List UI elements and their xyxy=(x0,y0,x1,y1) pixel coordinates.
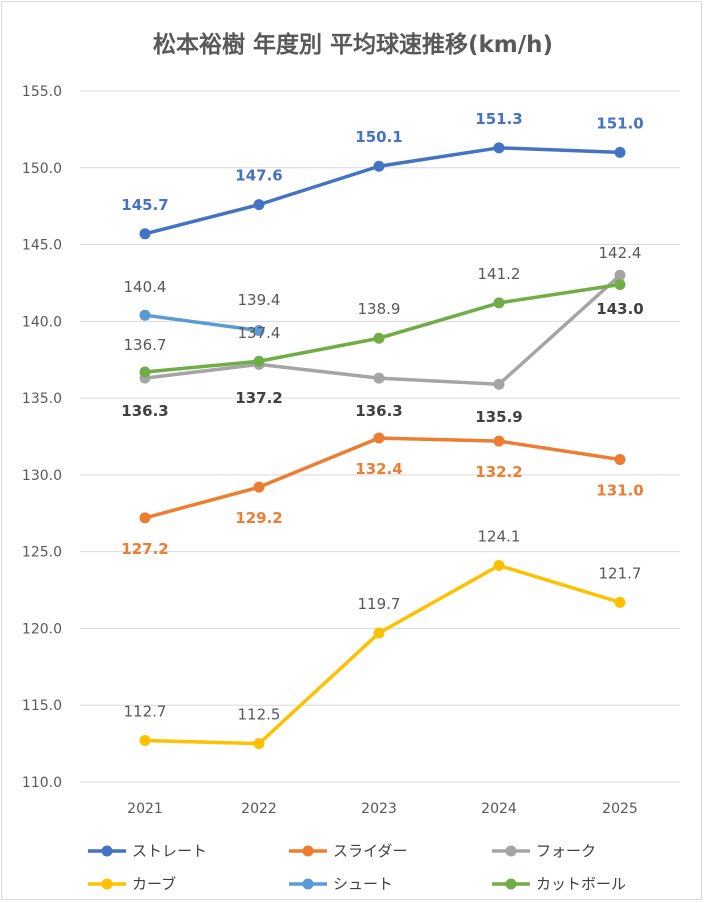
y-axis-ticks: 110.0 115.0 120.0 125.0 130.0 135.0 140.0 145.0… xyxy=(22,84,62,791)
data-label: 150.1 xyxy=(355,128,402,146)
x-tick-label: 2021 xyxy=(127,801,163,817)
data-label: 142.4 xyxy=(599,244,642,262)
legend-label: スライダー xyxy=(333,842,407,860)
data-point xyxy=(493,378,505,390)
data-label: 136.7 xyxy=(124,336,167,354)
data-point xyxy=(614,454,626,466)
legend-swatch-marker xyxy=(101,878,113,890)
series-line xyxy=(144,273,622,387)
data-point xyxy=(493,297,505,309)
data-point xyxy=(493,435,505,447)
data-label: 137.2 xyxy=(235,389,282,407)
data-point xyxy=(253,355,265,367)
y-tick-label: 115.0 xyxy=(22,698,62,714)
x-axis-ticks: 2021 2022 2023 2024 2025 xyxy=(127,801,638,817)
data-label: 131.0 xyxy=(596,482,643,500)
data-label: 136.3 xyxy=(121,402,168,420)
x-tick-label: 2022 xyxy=(241,801,277,817)
data-label: 132.4 xyxy=(355,460,402,478)
data-label: 124.1 xyxy=(478,527,521,545)
data-label: 151.3 xyxy=(475,110,522,128)
y-tick-label: 110.0 xyxy=(22,775,62,791)
data-label: 145.7 xyxy=(121,196,168,214)
data-point xyxy=(253,738,265,750)
data-point xyxy=(373,432,385,444)
data-point xyxy=(253,325,265,337)
legend-label: カットボール xyxy=(536,875,626,893)
data-label: 129.2 xyxy=(235,509,282,527)
data-label: 135.9 xyxy=(475,408,522,426)
legend-label: シュート xyxy=(333,875,393,893)
x-tick-label: 2023 xyxy=(361,801,397,817)
data-point xyxy=(253,199,265,211)
data-point xyxy=(614,596,626,608)
data-label: 132.2 xyxy=(475,463,522,481)
data-label: 119.7 xyxy=(358,595,401,613)
series-line xyxy=(144,563,621,746)
data-point xyxy=(373,332,385,344)
data-point xyxy=(139,512,151,524)
series-line xyxy=(144,282,621,374)
chart-title: 松本裕樹 年度別 平均球速推移(km/h) xyxy=(153,31,553,58)
legend-swatch-marker xyxy=(505,845,517,857)
data-point xyxy=(139,309,151,321)
data-point xyxy=(493,142,505,154)
legend-label: ストレート xyxy=(132,842,207,860)
data-point xyxy=(614,278,626,290)
series-line xyxy=(144,146,621,236)
data-label: 112.7 xyxy=(124,703,167,721)
x-tick-label: 2025 xyxy=(602,801,638,817)
series-line xyxy=(144,313,260,333)
legend-swatch-marker xyxy=(101,845,113,857)
legend-label: フォーク xyxy=(536,842,596,860)
y-tick-label: 120.0 xyxy=(22,621,62,637)
data-label: 141.2 xyxy=(478,265,521,283)
y-tick-label: 155.0 xyxy=(22,84,62,100)
data-point xyxy=(373,160,385,172)
data-label: 151.0 xyxy=(596,114,643,132)
y-tick-label: 140.0 xyxy=(22,314,62,330)
y-tick-label: 125.0 xyxy=(22,545,62,561)
data-point xyxy=(373,627,385,639)
data-label: 139.4 xyxy=(238,291,281,309)
data-point xyxy=(493,559,505,571)
legend-swatch-marker xyxy=(505,878,517,890)
series-lines xyxy=(144,146,622,746)
y-tick-label: 130.0 xyxy=(22,468,62,484)
y-tick-label: 150.0 xyxy=(22,161,62,177)
data-label: 121.7 xyxy=(599,564,642,582)
data-labels: 145.7 147.6 150.1 151.3 151.0 127.2 129.2 132.4… xyxy=(121,110,643,724)
data-label: 137.4 xyxy=(238,324,281,342)
data-label: 112.5 xyxy=(238,706,281,724)
series-points xyxy=(139,142,626,750)
data-label: 140.4 xyxy=(124,278,167,296)
data-point xyxy=(253,481,265,493)
legend-swatch-marker xyxy=(302,845,314,857)
data-label: 127.2 xyxy=(121,540,168,558)
data-point xyxy=(139,366,151,378)
data-point xyxy=(614,269,626,281)
legend-label: カーブ xyxy=(132,875,176,893)
data-label: 136.3 xyxy=(355,402,402,420)
data-point xyxy=(373,372,385,384)
data-label: 147.6 xyxy=(235,167,282,185)
data-point xyxy=(614,146,626,158)
legend-swatch-marker xyxy=(302,878,314,890)
data-point xyxy=(139,228,151,240)
y-tick-label: 135.0 xyxy=(22,391,62,407)
x-tick-label: 2024 xyxy=(481,801,517,817)
data-label: 138.9 xyxy=(358,300,401,318)
data-point xyxy=(139,735,151,747)
data-label: 143.0 xyxy=(596,300,643,318)
y-tick-label: 145.0 xyxy=(22,238,62,254)
